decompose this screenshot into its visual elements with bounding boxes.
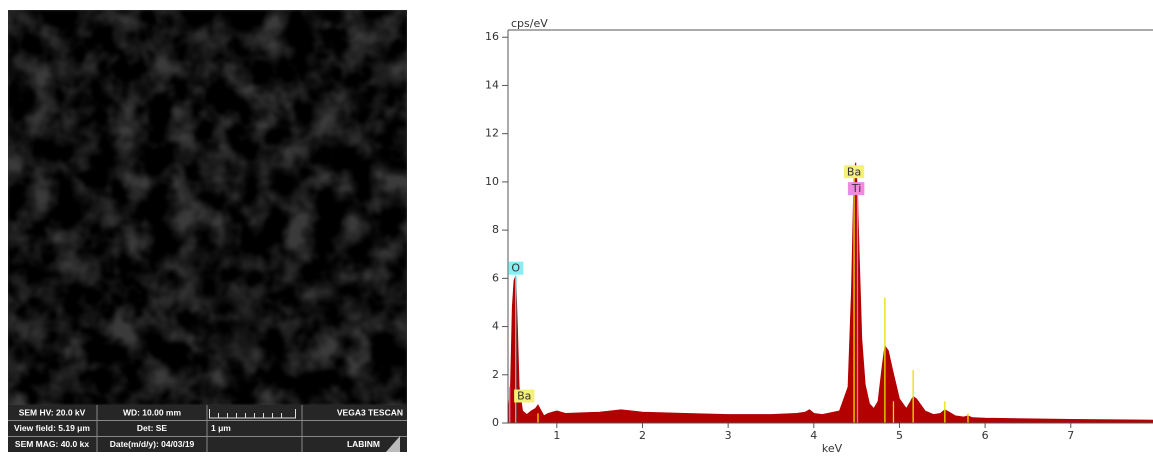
y-tick-label: 6	[492, 271, 499, 284]
element-label-bg	[508, 261, 524, 275]
y-tick-label: 4	[492, 320, 499, 333]
sem-info: SEM HV: 20.0 kV	[19, 407, 86, 417]
sem-image	[8, 10, 407, 452]
y-tick-label: 10	[485, 175, 499, 188]
element-label-bg	[847, 182, 865, 196]
y-axis-label: cps/eV	[511, 17, 548, 30]
sem-info: Date(m/d/y): 04/03/19	[110, 439, 195, 449]
sem-info: VEGA3 TESCAN	[337, 407, 403, 417]
sem-info: Det: SE	[137, 423, 168, 433]
x-tick-label: 7	[1067, 429, 1074, 442]
element-label: Ti	[851, 182, 861, 195]
y-tick-label: 2	[492, 368, 499, 381]
y-tick-label: 12	[485, 127, 499, 140]
x-tick-label: 2	[639, 429, 646, 442]
sem-info: SEM MAG: 40.0 kx	[15, 439, 89, 449]
element-label: Ba	[517, 389, 531, 402]
y-tick-label: 0	[492, 416, 499, 429]
sem-info: LABINM	[347, 439, 380, 449]
y-tick-label: 8	[492, 223, 499, 236]
x-tick-label: 4	[810, 429, 817, 442]
sem-info: 1 μm	[211, 423, 231, 433]
spectrum-area	[507, 162, 1153, 424]
x-tick-label: 5	[896, 429, 903, 442]
y-tick-label: 16	[485, 30, 499, 43]
element-label: O	[511, 262, 520, 275]
sem-info: WD: 10.00 mm	[123, 407, 182, 417]
x-tick-label: 1	[553, 429, 560, 442]
x-axis-label: keV	[822, 442, 843, 452]
element-label: Ba	[847, 165, 861, 178]
x-tick-label: 6	[982, 429, 989, 442]
element-label-bg	[843, 165, 865, 179]
y-tick-label: 14	[485, 78, 499, 91]
x-tick-label: 3	[725, 429, 732, 442]
sem-info: View field: 5.19 μm	[14, 423, 90, 433]
element-label-bg	[514, 389, 535, 403]
